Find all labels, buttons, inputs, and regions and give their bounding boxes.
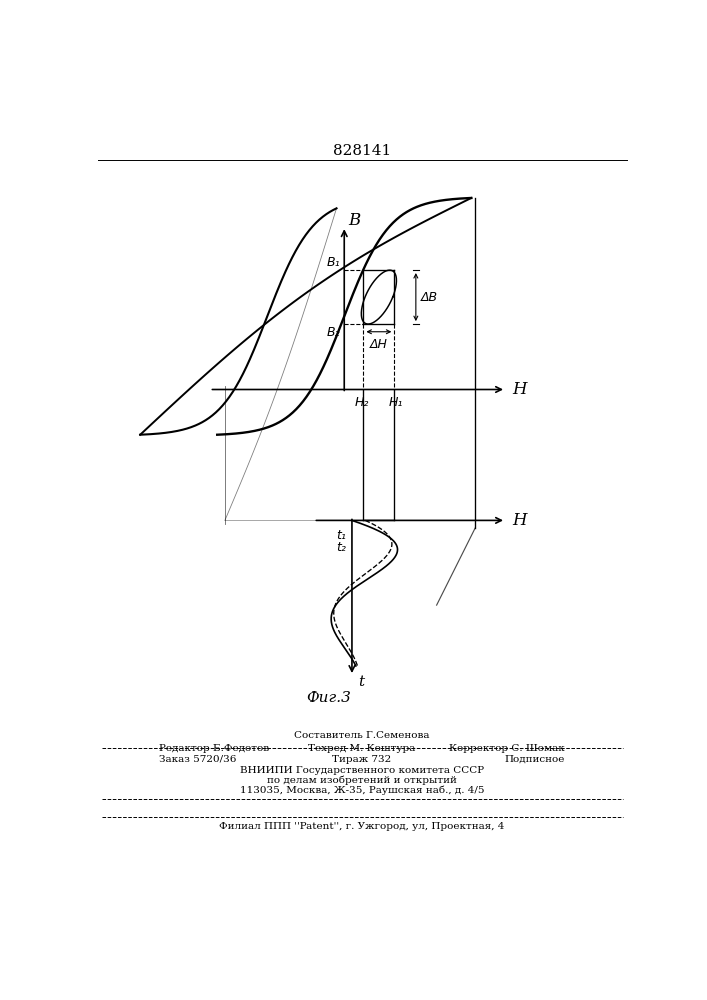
Text: H: H [512,512,527,529]
Text: Редактор Б.Федотов: Редактор Б.Федотов [160,744,269,753]
Text: Заказ 5720/36: Заказ 5720/36 [160,755,237,764]
Text: Техред М. Коштура: Техред М. Коштура [308,744,416,753]
Text: t₁: t₁ [336,529,346,542]
Text: Составитель Г.Семенова: Составитель Г.Семенова [294,732,430,740]
Text: 113035, Москва, Ж-35, Раушская наб., д. 4/5: 113035, Москва, Ж-35, Раушская наб., д. … [240,786,484,795]
Text: 828141: 828141 [333,144,391,158]
Text: Корректор С. Шомак: Корректор С. Шомак [450,744,565,753]
Text: H₂: H₂ [355,396,369,409]
Text: B₂: B₂ [327,326,340,339]
Text: H₁: H₁ [389,396,403,409]
Text: t: t [358,675,364,689]
Text: ΔB: ΔB [421,291,438,304]
Text: по делам изобретений и открытий: по делам изобретений и открытий [267,776,457,785]
Text: B: B [348,212,361,229]
Text: B₁: B₁ [327,256,340,269]
Text: H: H [512,381,527,398]
Text: ВНИИПИ Государственного комитета СССР: ВНИИПИ Государственного комитета СССР [240,766,484,775]
Text: Тираж 732: Тираж 732 [332,755,392,764]
Text: Подписное: Подписное [505,755,565,764]
Text: t₂: t₂ [336,541,346,554]
Text: Филиал ППП ''Patent'', г. Ужгород, ул, Проектная, 4: Филиал ППП ''Patent'', г. Ужгород, ул, П… [219,822,505,831]
Text: Фиг.3: Фиг.3 [306,690,351,704]
Text: ΔH: ΔH [370,338,388,351]
